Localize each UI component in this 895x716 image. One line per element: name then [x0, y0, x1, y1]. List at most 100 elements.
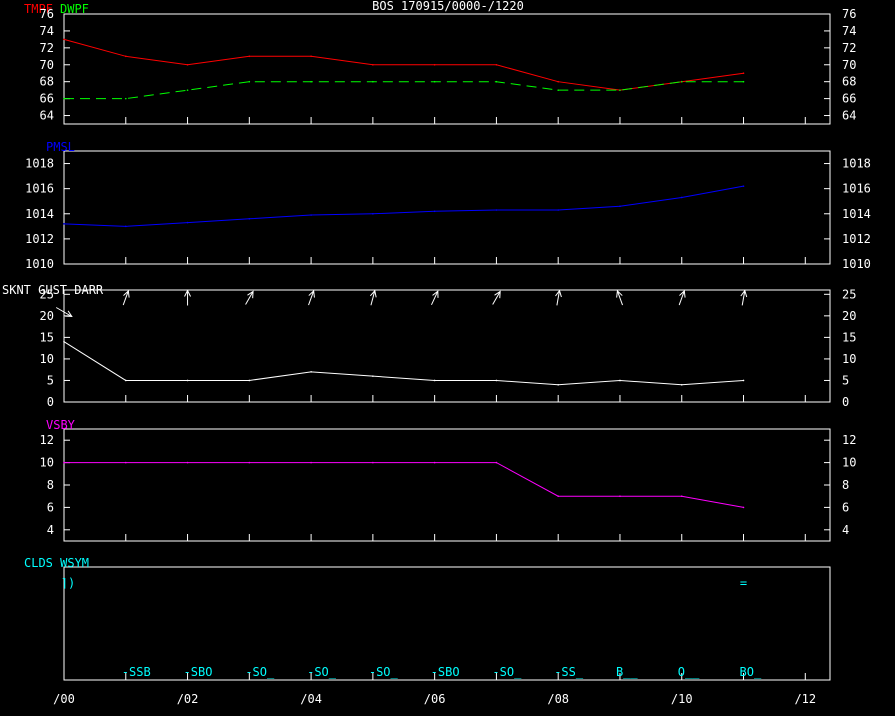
arrow-shaft — [492, 291, 501, 305]
y-tick-label-left: 1018 — [25, 157, 54, 171]
y-tick-label-left: 1012 — [25, 232, 54, 246]
y-tick-label-right: 74 — [842, 24, 856, 38]
arrow-head — [555, 289, 562, 298]
y-tick-label-left: 4 — [47, 523, 54, 537]
data-point-dwpf — [619, 89, 621, 91]
data-point-pmsl — [742, 185, 745, 187]
series-line-tmpf — [63, 38, 744, 91]
data-point-dwpf — [63, 97, 65, 100]
panel-label: CLDS WSYM — [24, 556, 89, 570]
data-point-dwpf — [557, 89, 559, 91]
wind-direction-arrow — [55, 307, 73, 318]
panel-frame — [63, 428, 831, 542]
arrow-shaft — [370, 290, 376, 306]
cloud-code: -SSB — [122, 665, 151, 679]
y-tick-label-right: 10 — [842, 352, 856, 366]
data-point-tmpf — [186, 63, 189, 66]
data-point-dwpf — [680, 80, 683, 83]
wind-direction-arrow — [492, 290, 501, 305]
y-tick-label-left: 66 — [40, 92, 54, 106]
arrow-head — [432, 290, 439, 298]
panel-frame — [63, 150, 831, 265]
data-point-vsby — [186, 461, 189, 464]
y-tick-label-right: 1010 — [842, 257, 871, 271]
data-point-dwpf — [124, 97, 127, 100]
wind-direction-arrow — [616, 289, 624, 306]
arrow-shaft — [616, 290, 624, 306]
data-point-tmpf — [742, 72, 745, 75]
cloud-code: BO_ — [740, 665, 762, 679]
arrow-shaft — [245, 291, 254, 305]
weather-symbol: ⌉) — [61, 576, 75, 590]
y-tick-label-right: 76 — [842, 7, 856, 21]
data-point-vsby — [248, 461, 251, 464]
y-tick-label-left: 5 — [47, 373, 54, 387]
data-point-tmpf — [63, 38, 65, 41]
data-point-sknt — [680, 383, 683, 386]
arrow-head — [308, 289, 315, 298]
data-point-vsby — [557, 495, 559, 498]
data-point-vsby — [742, 506, 745, 509]
panel-2: SKNT GUST DARR 0 0 5 5 10 10 15 15 20 20 25 25 — [2, 283, 856, 409]
data-point-pmsl — [495, 209, 498, 211]
data-point-sknt — [186, 379, 189, 382]
panel-label: VSBY — [46, 418, 76, 432]
panel-label-part: TMPF — [24, 2, 53, 16]
arrow-shaft — [431, 290, 439, 306]
y-tick-label-left: 64 — [40, 109, 54, 123]
panel-4: CLDS WSYM ⌉) = -SSB -SBO -SO_ -SO_ -SO_ -SBO -SO_… — [24, 556, 831, 681]
y-tick-label-right: 72 — [842, 41, 856, 55]
arrow-head — [679, 289, 686, 298]
cloud-code: B__ — [616, 665, 638, 679]
y-tick-label-left: 1010 — [25, 257, 54, 271]
data-point-tmpf — [372, 63, 374, 66]
cloud-code: -SO_ — [369, 665, 399, 679]
y-tick-label-right: 8 — [842, 478, 849, 492]
data-point-sknt — [372, 375, 374, 377]
x-tick-label: /04 — [300, 692, 322, 706]
series-line-vsby — [64, 462, 744, 508]
data-point-tmpf — [433, 63, 436, 66]
arrow-shaft — [55, 307, 73, 317]
data-point-pmsl — [63, 223, 65, 225]
cloud-code: O__ — [678, 665, 700, 679]
data-point-dwpf — [433, 80, 436, 83]
x-tick-label: /08 — [547, 692, 569, 706]
data-point-pmsl — [372, 212, 374, 215]
series-line-pmsl — [63, 185, 744, 227]
y-tick-label-left: 25 — [40, 287, 54, 301]
weather-symbol: = — [740, 576, 747, 590]
wind-direction-arrow — [431, 290, 439, 306]
x-tick-label: /10 — [671, 692, 693, 706]
arrow-head — [369, 289, 377, 298]
panel-3: VSBY 4 4 6 6 8 8 10 10 12 12 — [40, 418, 856, 542]
x-tick-label: /00 — [53, 692, 75, 706]
panel-frame — [63, 13, 831, 125]
data-point-sknt — [310, 371, 312, 373]
y-tick-label-left: 76 — [40, 7, 54, 21]
data-point-vsby — [433, 461, 436, 464]
panel-frame — [63, 289, 831, 403]
cloud-code: -SO_ — [307, 665, 337, 679]
y-tick-label-right: 5 — [842, 373, 849, 387]
data-point-pmsl — [124, 225, 127, 228]
y-tick-label-right: 68 — [842, 75, 856, 89]
arrow-head — [123, 289, 130, 298]
y-tick-label-right: 1014 — [842, 207, 871, 221]
data-point-vsby — [680, 495, 683, 498]
y-tick-label-left: 0 — [47, 395, 54, 409]
data-point-dwpf — [186, 89, 189, 91]
data-point-tmpf — [248, 55, 251, 58]
arrow-shaft — [741, 290, 746, 306]
cloud-code: -SBO — [431, 665, 460, 679]
wind-direction-arrow — [245, 290, 254, 305]
arrow-shaft — [122, 290, 129, 306]
arrow-head — [247, 290, 254, 299]
y-tick-label-right: 4 — [842, 523, 849, 537]
data-point-dwpf — [248, 80, 251, 83]
data-point-pmsl — [680, 196, 683, 199]
series-line-dwpf — [64, 81, 744, 100]
data-point-sknt — [619, 379, 621, 382]
panel-label-part: DWPF — [60, 2, 89, 16]
y-tick-label-left: 1016 — [25, 182, 54, 196]
